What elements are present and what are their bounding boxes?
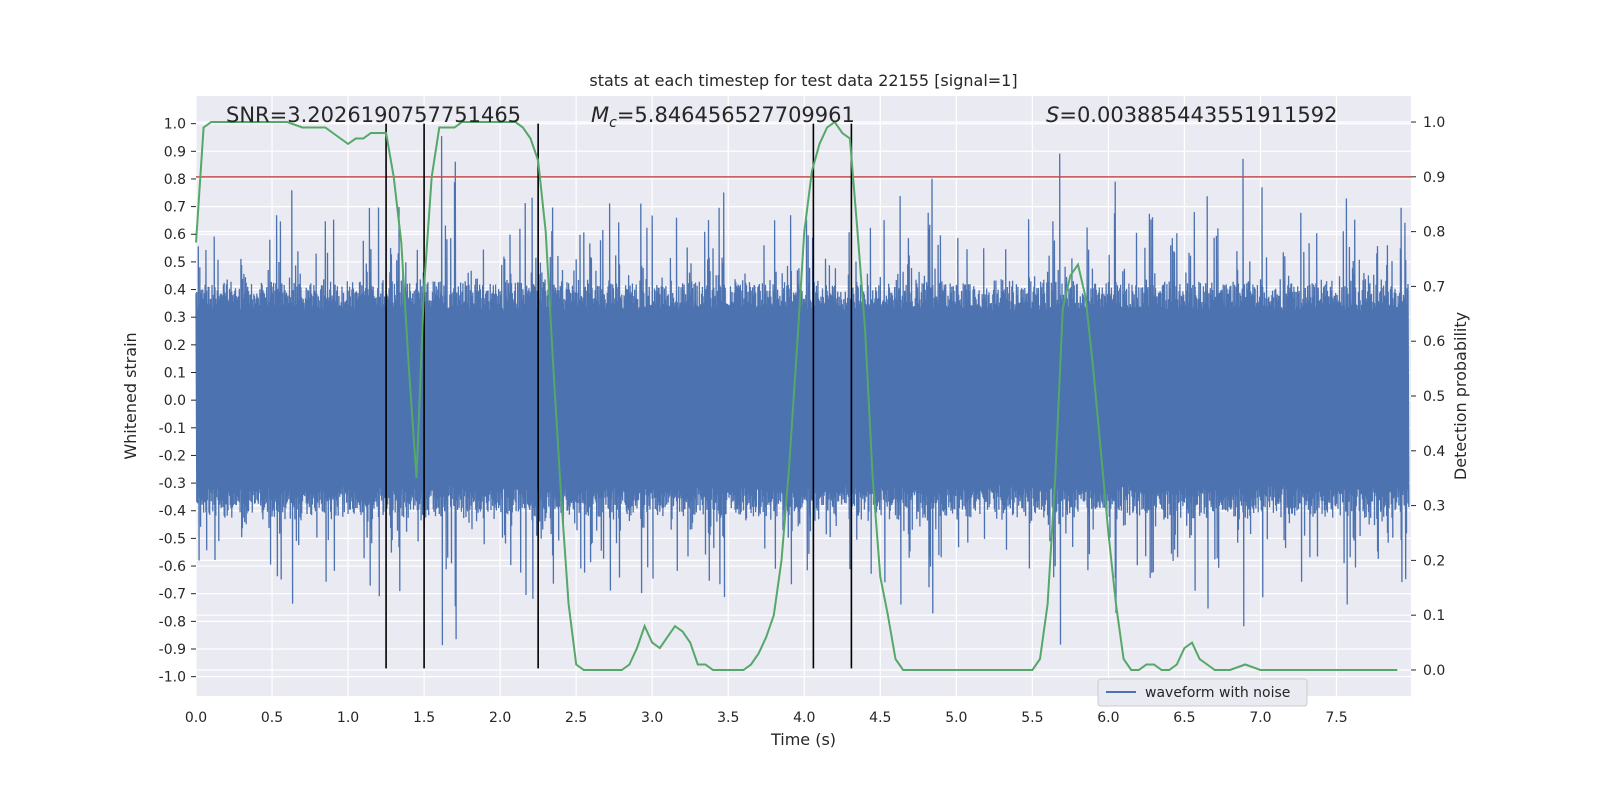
y-left-tick-label-13: -0.3 [159,476,186,492]
y-right-tick-label-1: 0.9 [1423,170,1445,186]
y-left-tick-label-12: -0.2 [159,448,186,464]
x-tick-label-3: 1.5 [413,710,435,726]
x-tick-label-0: 0.0 [185,710,207,726]
x-tick-label-11: 5.5 [1021,710,1043,726]
waveform-series [195,136,1410,646]
probability-line [195,120,1398,671]
vertical-lines [385,123,853,669]
y-left-tick-label-0: 1.0 [164,117,186,133]
mc-value: =5.846456527709961 [617,103,855,127]
x-tick-label-4: 2.0 [489,710,511,726]
y-left-tick-label-19: -0.9 [159,642,186,658]
y-left-tick-label-20: -1.0 [159,670,186,686]
y-right-tick-label-6: 0.4 [1423,444,1445,460]
x-axis-label: Time (s) [770,730,836,749]
y-left-tick-label-9: 0.1 [164,365,186,381]
y-left-tick-label-10: 0.0 [164,393,186,409]
y-left-tick-label-11: -0.1 [159,421,186,437]
x-tick-label-15: 7.5 [1325,710,1347,726]
y-axis-right-label: Detection probability [1451,312,1470,480]
x-tick-label-10: 5.0 [945,710,967,726]
y-right-tick-label-10: 0.0 [1423,663,1445,679]
y-left-tick-label-14: -0.4 [159,504,186,520]
y-right-tick-label-0: 1.0 [1423,115,1445,131]
x-tick-label-1: 0.5 [261,710,283,726]
chirp-mass-annotation: Mc=5.846456527709961 [591,103,855,131]
mc-symbol: M [591,103,609,127]
legend-box [1097,678,1308,707]
y-left-tick-label-8: 0.2 [164,338,186,354]
legend: waveform with noise [1097,678,1308,707]
y-left-tick-label-6: 0.4 [164,283,186,299]
y-right-tick-label-5: 0.5 [1423,389,1445,405]
s-annotation: S=0.003885443551911592 [1046,103,1337,127]
x-tick-label-14: 7.0 [1249,710,1271,726]
y-right-tick-label-4: 0.6 [1423,334,1445,350]
chart-title: stats at each timestep for test data 221… [589,71,1017,90]
mc-subscript: c [609,115,617,131]
y-left-tick-label-16: -0.6 [159,559,186,575]
legend-label-waveform: waveform with noise [1145,685,1290,701]
y-left-tick-label-2: 0.8 [164,172,186,188]
y-left-tick-label-1: 0.9 [164,144,186,160]
x-tick-label-9: 4.5 [869,710,891,726]
x-tick-label-12: 6.0 [1097,710,1119,726]
y-left-tick-label-17: -0.7 [159,587,186,603]
y-left-tick-label-7: 0.3 [164,310,186,326]
y-left-tick-label-15: -0.5 [159,531,186,547]
s-symbol: S [1046,103,1059,127]
x-tick-label-5: 2.5 [565,710,587,726]
y-right-tick-label-3: 0.7 [1423,279,1445,295]
probability-series [195,120,1398,671]
waveform-line [195,136,1410,646]
x-tick-label-8: 4.0 [793,710,815,726]
x-tick-label-13: 6.5 [1173,710,1195,726]
y-right-tick-label-2: 0.8 [1423,225,1445,241]
y-left-tick-label-3: 0.7 [164,200,186,216]
y-axis-left-label: Whitened strain [121,332,140,459]
y-right-tick-label-9: 0.1 [1423,608,1445,624]
y-left-tick-label-5: 0.5 [164,255,186,271]
x-tick-label-6: 3.0 [641,710,663,726]
y-left-tick-label-4: 0.6 [164,227,186,243]
snr-annotation: SNR=3.2026190757751465 [226,103,521,127]
axes: 0.0 0.5 1.0 1.5 2.0 2.5 3.0 3.5 4.0 4.5 5.0 5.5 6.0 6… [159,115,1446,726]
y-left-tick-label-18: -0.8 [159,614,186,630]
x-tick-label-2: 1.0 [337,710,359,726]
y-right-tick-label-8: 0.2 [1423,553,1445,569]
x-tick-label-7: 3.5 [717,710,739,726]
y-right-tick-label-7: 0.3 [1423,499,1445,515]
s-value: =0.003885443551911592 [1059,103,1337,127]
